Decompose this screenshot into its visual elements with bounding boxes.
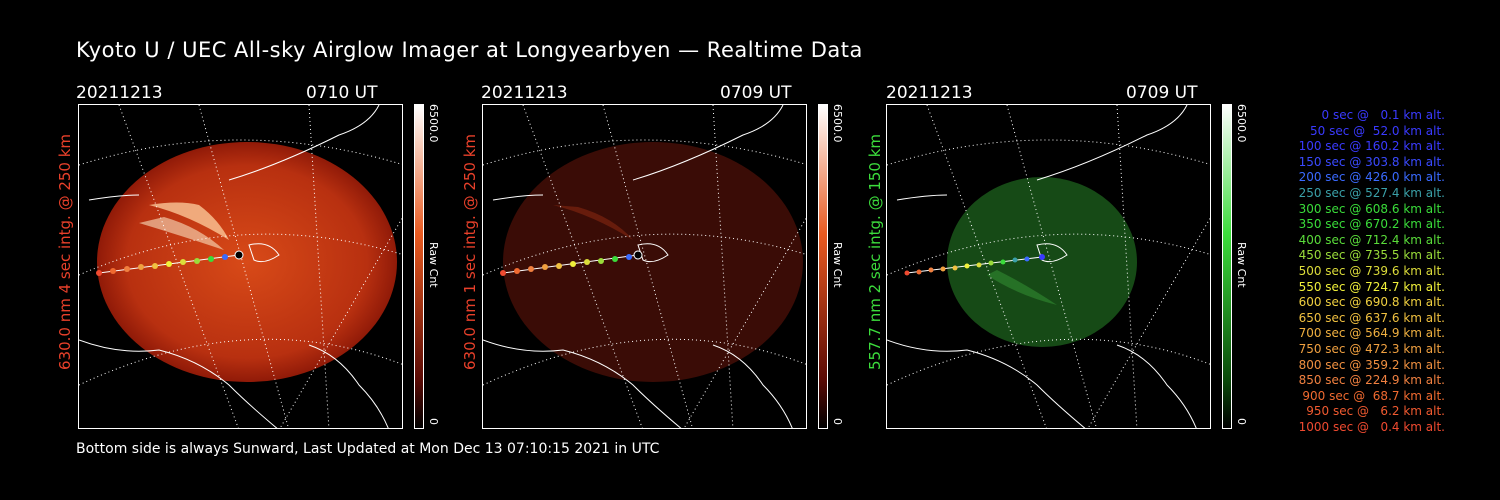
- panel-2-date: 20211213: [481, 83, 568, 103]
- panel-1-colorbar: [414, 104, 424, 429]
- panel-2-image: [482, 104, 807, 429]
- aurora-arc: [149, 202, 229, 240]
- aurora-arc-2: [139, 217, 224, 250]
- panel-3-cbar-label: Raw Cnt: [1235, 242, 1248, 288]
- legend-row: 750 sec @ 472.3 km alt.: [1298, 341, 1445, 356]
- legend-row: 0 sec @ 0.1 km alt.: [1321, 108, 1446, 122]
- legend-row: 800 sec @ 359.2 km alt.: [1298, 357, 1445, 372]
- panel-3-ylabel: 557.7 nm 2 sec intg. @ 150 km: [866, 133, 884, 370]
- panel-3-time: 0709 UT: [1126, 83, 1198, 103]
- panel-1-cbar-min: 0: [427, 418, 440, 425]
- coastline: [79, 105, 389, 428]
- map-grid: [79, 105, 402, 428]
- panel-3-cbar-max: 6500.0: [1235, 104, 1248, 143]
- panel-2-cbar-max: 6500.0: [831, 104, 844, 143]
- legend-row: 900 sec @ 68.7 km alt.: [1302, 388, 1445, 403]
- map-grid: [887, 105, 1210, 428]
- panel-1-ylabel: 630.0 nm 4 sec intg. @ 250 km: [56, 133, 74, 370]
- allsky-disk: [947, 177, 1137, 347]
- legend-row: 300 sec @ 608.6 km alt.: [1298, 201, 1445, 216]
- allsky-disk: [97, 142, 397, 382]
- legend-row: 600 sec @ 690.8 km alt.: [1298, 295, 1445, 310]
- panel-3-date: 20211213: [886, 83, 973, 103]
- legend-row: 400 sec @ 712.4 km alt.: [1298, 232, 1445, 247]
- panel-3-map: [887, 105, 1210, 428]
- panel-2-ylabel: 630.0 nm 1 sec intg. @ 250 km: [461, 133, 479, 370]
- panel-2-map: [483, 105, 806, 428]
- legend-row: 950 sec @ 6.2 km alt.: [1306, 404, 1445, 419]
- legend-row: 200 sec @ 426.0 km alt.: [1298, 170, 1445, 185]
- footer-note: Bottom side is always Sunward, Last Upda…: [76, 441, 660, 457]
- coastline: [887, 105, 1197, 428]
- panel-1-cbar-max: 6500.0: [427, 104, 440, 143]
- altitude-legend: 0 sec @ 0.1 km alt. 50 sec @ 52.0 km alt…: [1260, 108, 1445, 435]
- panel-1-cbar-label: Raw Cnt: [427, 242, 440, 288]
- trajectory-points: [96, 250, 244, 276]
- panel-3-cbar-min: 0: [1235, 418, 1248, 425]
- legend-row: 450 sec @ 735.5 km alt.: [1298, 248, 1445, 263]
- legend-row: 100 sec @ 160.2 km alt.: [1298, 139, 1445, 154]
- panel-2-colorbar: [818, 104, 828, 429]
- legend-row: 550 sec @ 724.7 km alt.: [1298, 279, 1445, 294]
- legend-row: 50 sec @ 52.0 km alt.: [1310, 123, 1445, 138]
- legend-row: 500 sec @ 739.6 km alt.: [1298, 263, 1445, 278]
- trajectory-points: [904, 254, 1045, 276]
- panel-3-colorbar: [1222, 104, 1232, 429]
- allsky-disk: [503, 142, 803, 382]
- panel-2-cbar-label: Raw Cnt: [831, 242, 844, 288]
- panel-2-cbar-min: 0: [831, 418, 844, 425]
- legend-row: 700 sec @ 564.9 km alt.: [1298, 326, 1445, 341]
- legend-row: 650 sec @ 637.6 km alt.: [1298, 310, 1445, 325]
- panel-1-time: 0710 UT: [306, 83, 378, 103]
- legend-row: 1000 sec @ 0.4 km alt.: [1298, 419, 1445, 434]
- legend-row: 250 sec @ 527.4 km alt.: [1298, 185, 1445, 200]
- panel-1-date: 20211213: [76, 83, 163, 103]
- panel-2-time: 0709 UT: [720, 83, 792, 103]
- legend-row: 850 sec @ 224.9 km alt.: [1298, 373, 1445, 388]
- legend-row: 350 sec @ 670.2 km alt.: [1298, 217, 1445, 232]
- page-title: Kyoto U / UEC All-sky Airglow Imager at …: [76, 38, 863, 62]
- legend-row: 150 sec @ 303.8 km alt.: [1298, 154, 1445, 169]
- coastline: [483, 105, 793, 428]
- panel-1-image: [78, 104, 403, 429]
- trajectory-points: [500, 250, 643, 276]
- panel-1-map: [79, 105, 402, 428]
- aurora-arc: [987, 270, 1057, 305]
- map-grid: [483, 105, 806, 428]
- panel-3-image: [886, 104, 1211, 429]
